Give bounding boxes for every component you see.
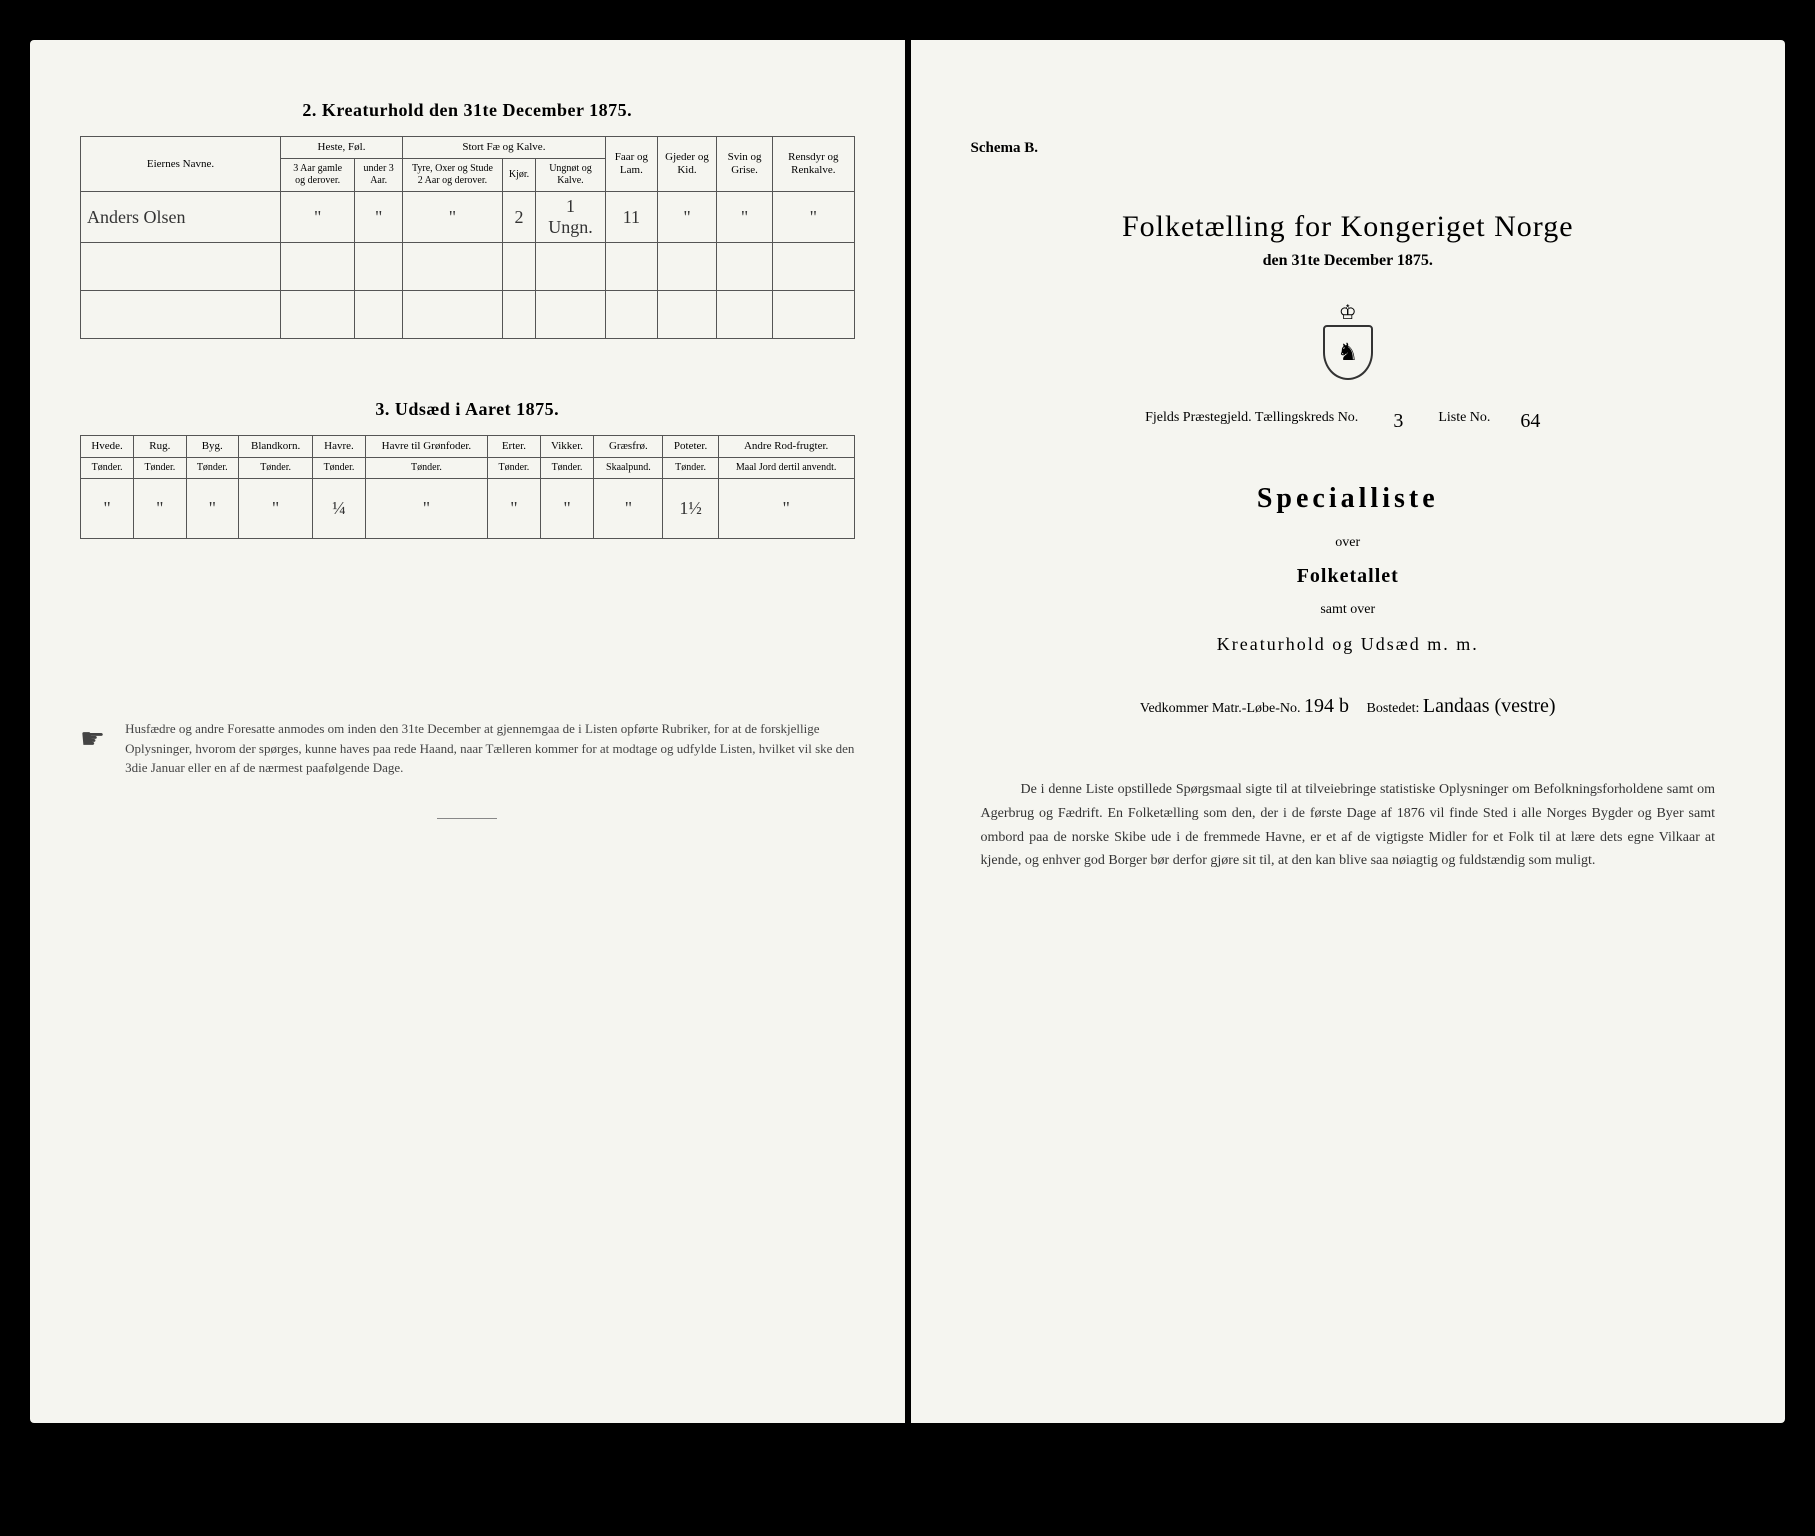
cell-name: Anders Olsen [81,192,281,243]
seed-headers: Hvede. Rug. Byg. Blandkorn. Havre. Havre… [81,436,855,458]
sub: Tønder. [663,458,718,479]
section3-title: 3. Udsæd i Aaret 1875. [80,399,855,420]
cell: " [594,479,663,539]
sub-cattle-a: Tyre, Oxer og Stude 2 Aar og derover. [403,159,503,192]
document-right-page: Schema B. Folketælling for Kongeriget No… [911,40,1786,1423]
group-cattle: Stort Fæ og Kalve. [403,137,606,159]
cell: " [81,479,134,539]
district-label: Fjelds Præstegjeld. Tællingskreds No. [1145,410,1358,433]
sub: Tønder. [540,458,594,479]
cell: " [365,479,488,539]
col: Vikker. [540,436,594,458]
divider [437,818,497,819]
census-title: Folketælling for Kongeriget Norge [961,210,1736,244]
sub: Maal Jord dertil anvendt. [718,458,854,479]
cell: " [657,192,716,243]
census-date: den 31te December 1875. [961,252,1736,270]
cell: " [540,479,594,539]
cell: " [134,479,186,539]
cell: " [186,479,238,539]
over-label: over [961,535,1736,551]
col-pigs: Svin og Grise. [717,137,773,192]
table-row [81,291,855,339]
bosted-label: Bostedet: [1366,701,1419,716]
cell: " [281,192,355,243]
cell: " [355,192,403,243]
list-label: Liste No. [1438,410,1490,433]
sub: Tønder. [238,458,312,479]
col: Erter. [488,436,540,458]
footer-note: ☛ Husfædre og andre Foresatte anmodes om… [80,719,855,778]
seed-table: Hvede. Rug. Byg. Blandkorn. Havre. Havre… [80,435,855,539]
matr-label: Vedkommer Matr.-Løbe-No. [1140,701,1301,716]
table-row [81,243,855,291]
matr-number: 194 b [1304,695,1349,718]
kreatur-label: Kreaturhold og Udsæd m. m. [961,634,1736,655]
district-number: 3 [1378,410,1418,433]
cell: 1½ [663,479,718,539]
col: Andre Rod-frugter. [718,436,854,458]
sub: Tønder. [134,458,186,479]
sub: Tønder. [365,458,488,479]
specialliste-title: Specialliste [961,483,1736,515]
sub: Skaalpund. [594,458,663,479]
bosted-value: Landaas (vestre) [1423,695,1556,718]
document-left-page: 2. Kreaturhold den 31te December 1875. E… [30,40,905,1423]
livestock-table: Eiernes Navne. Heste, Føl. Stort Fæ og K… [80,136,855,339]
cell: " [403,192,503,243]
cell: 11 [605,192,657,243]
district-line: Fjelds Præstegjeld. Tællingskreds No. 3 … [961,410,1736,433]
coat-of-arms-icon: ♔ ♞ [1313,300,1383,380]
col: Byg. [186,436,238,458]
sub: Tønder. [186,458,238,479]
body-text: De i denne Liste opstillede Spørgsmaal s… [961,778,1736,873]
pointing-hand-icon: ☛ [80,719,105,761]
seed-subheaders: Tønder. Tønder. Tønder. Tønder. Tønder. … [81,458,855,479]
list-number: 64 [1510,410,1550,433]
col: Rug. [134,436,186,458]
col: Poteter. [663,436,718,458]
sub: Tønder. [313,458,365,479]
cell: 2 [502,192,535,243]
sub-horses-a: 3 Aar gamle og derover. [281,159,355,192]
col: Havre til Grønfoder. [365,436,488,458]
col: Græsfrø. [594,436,663,458]
col: Blandkorn. [238,436,312,458]
sub: Tønder. [488,458,540,479]
body-paragraph: De i denne Liste opstillede Spørgsmaal s… [981,778,1716,873]
table-row: " " " " ¼ " " " " 1½ " [81,479,855,539]
col-owners: Eiernes Navne. [81,137,281,192]
cell: " [717,192,773,243]
matr-line: Vedkommer Matr.-Løbe-No. 194 b Bostedet:… [961,695,1736,718]
schema-label: Schema B. [971,140,1039,157]
section2-title: 2. Kreaturhold den 31te December 1875. [80,100,855,121]
cell: ¼ [313,479,365,539]
cell: " [773,192,854,243]
cell: 1 Ungn. [536,192,606,243]
sub-cattle-c: Ungnøt og Kalve. [536,159,606,192]
table-row: Anders Olsen " " " 2 1 Ungn. 11 " " " [81,192,855,243]
col-goats: Gjeder og Kid. [657,137,716,192]
group-horses: Heste, Føl. [281,137,403,159]
sub-horses-b: under 3 Aar. [355,159,403,192]
cell: " [238,479,312,539]
col: Hvede. [81,436,134,458]
footer-text: Husfædre og andre Foresatte anmodes om i… [125,719,854,778]
sub-cattle-b: Kjør. [502,159,535,192]
samt-label: samt over [961,602,1736,618]
folketallet-label: Folketallet [961,565,1736,588]
sub: Tønder. [81,458,134,479]
col: Havre. [313,436,365,458]
cell: " [488,479,540,539]
cell: " [718,479,854,539]
col-sheep: Faar og Lam. [605,137,657,192]
col-reindeer: Rensdyr og Renkalve. [773,137,854,192]
